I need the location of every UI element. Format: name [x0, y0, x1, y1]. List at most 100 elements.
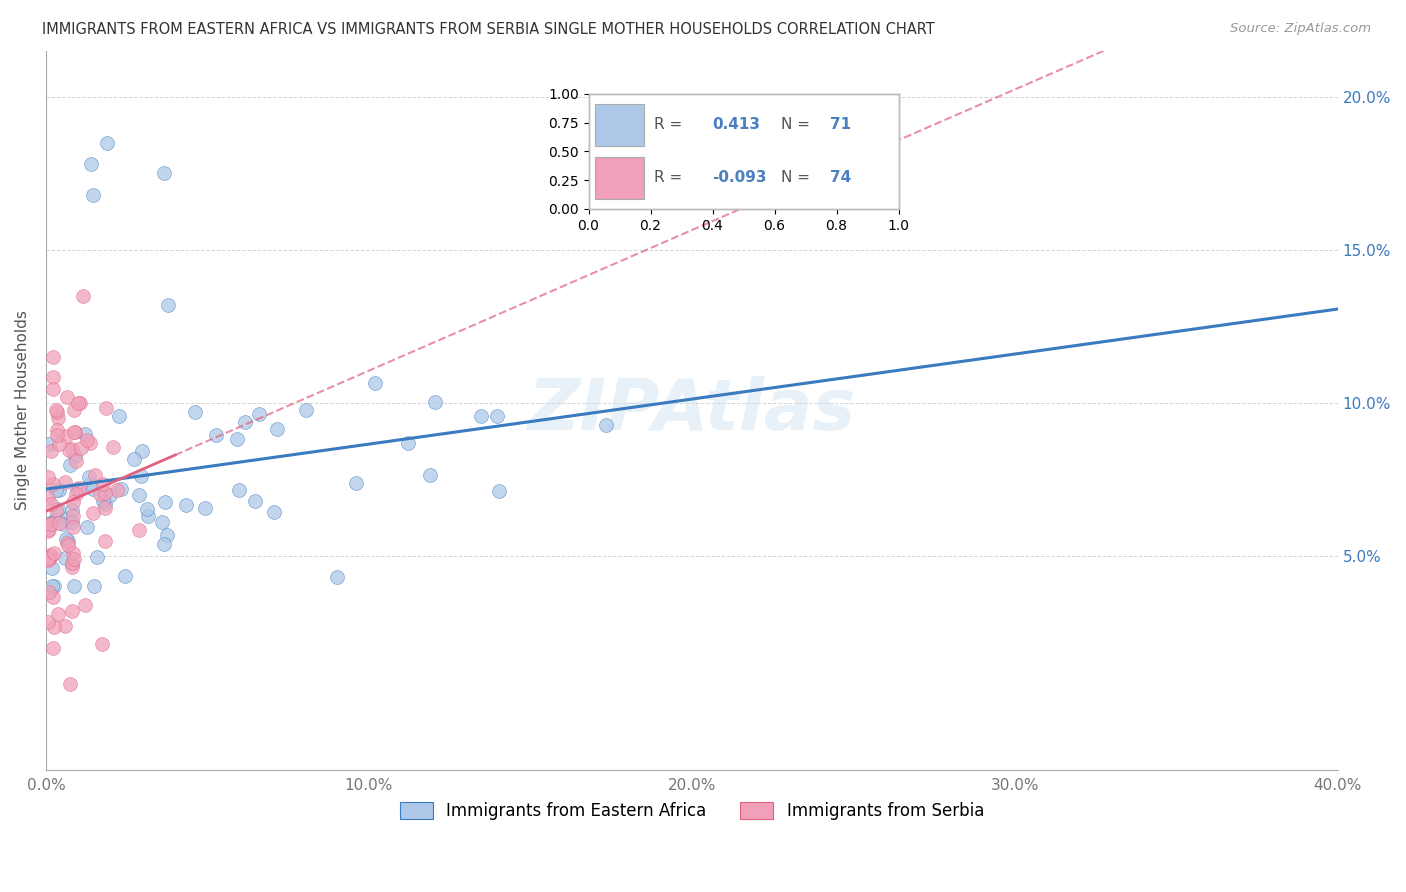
Point — [486, 409, 509, 424]
Point — [83, 467, 105, 482]
Point — [46, 411, 69, 425]
Point — [37, 551, 59, 566]
Point — [79, 436, 101, 450]
Point — [48, 483, 70, 498]
Point — [205, 427, 228, 442]
Point — [326, 570, 349, 584]
Point — [344, 476, 367, 491]
Point — [42, 546, 65, 560]
Point — [157, 298, 180, 312]
Point — [228, 483, 250, 497]
Point — [153, 166, 176, 180]
Point — [91, 637, 114, 651]
Point — [59, 458, 82, 473]
Point — [59, 677, 82, 691]
Point — [39, 516, 62, 531]
Point — [110, 482, 132, 496]
Point — [249, 407, 271, 421]
Point — [93, 486, 115, 500]
Point — [45, 405, 67, 419]
Point — [76, 520, 98, 534]
Point — [101, 440, 124, 454]
Point — [65, 453, 87, 467]
Point — [39, 516, 62, 531]
Point — [41, 590, 63, 604]
Point — [39, 444, 62, 458]
Point — [55, 429, 77, 443]
Legend: Immigrants from Eastern Africa, Immigrants from Serbia: Immigrants from Eastern Africa, Immigran… — [394, 795, 991, 826]
Point — [62, 546, 84, 560]
Point — [42, 382, 65, 396]
Point — [37, 524, 59, 539]
Point — [46, 502, 69, 516]
Point — [75, 598, 97, 612]
Point — [96, 136, 118, 150]
Point — [38, 522, 60, 536]
Point — [67, 481, 90, 495]
Point — [45, 423, 67, 437]
Point — [136, 501, 159, 516]
Point — [396, 436, 419, 450]
Point — [89, 487, 111, 501]
Point — [419, 468, 441, 483]
Point — [94, 401, 117, 416]
Point — [77, 470, 100, 484]
Point — [94, 497, 117, 511]
Point — [98, 487, 121, 501]
Point — [488, 483, 510, 498]
Point — [63, 579, 86, 593]
Point — [39, 549, 62, 563]
Point — [122, 452, 145, 467]
Point — [38, 549, 60, 563]
Point — [42, 476, 65, 491]
Point — [83, 579, 105, 593]
Point — [470, 409, 492, 424]
Point — [46, 607, 69, 621]
Point — [48, 437, 70, 451]
Point — [60, 503, 83, 517]
Point — [39, 497, 62, 511]
Point — [37, 615, 59, 629]
Point — [67, 396, 90, 410]
Point — [128, 523, 150, 537]
Point — [38, 551, 60, 566]
Point — [82, 507, 104, 521]
Point — [62, 509, 84, 524]
Point — [55, 390, 77, 404]
Point — [37, 491, 59, 505]
Point — [63, 551, 86, 566]
Point — [153, 494, 176, 508]
Point — [76, 433, 98, 447]
Point — [66, 482, 89, 496]
Point — [79, 477, 101, 491]
Point — [174, 498, 197, 512]
Point — [41, 579, 63, 593]
Point — [41, 640, 63, 655]
Point — [226, 432, 249, 446]
Point — [58, 443, 80, 458]
Point — [114, 569, 136, 583]
Point — [82, 187, 104, 202]
Point — [42, 620, 65, 634]
Point — [94, 500, 117, 515]
Point — [136, 509, 159, 524]
Point — [364, 376, 387, 390]
Point — [152, 537, 174, 551]
Point — [184, 404, 207, 418]
Point — [86, 549, 108, 564]
Point — [245, 494, 267, 508]
Point — [37, 469, 59, 483]
Point — [69, 395, 91, 409]
Point — [42, 350, 65, 364]
Point — [41, 561, 63, 575]
Point — [72, 288, 94, 302]
Point — [194, 501, 217, 516]
Point — [53, 618, 76, 632]
Point — [42, 579, 65, 593]
Point — [108, 409, 131, 424]
Point — [93, 476, 115, 491]
Point — [44, 513, 66, 527]
Point — [55, 550, 77, 565]
Point — [595, 418, 617, 433]
Point — [60, 515, 83, 529]
